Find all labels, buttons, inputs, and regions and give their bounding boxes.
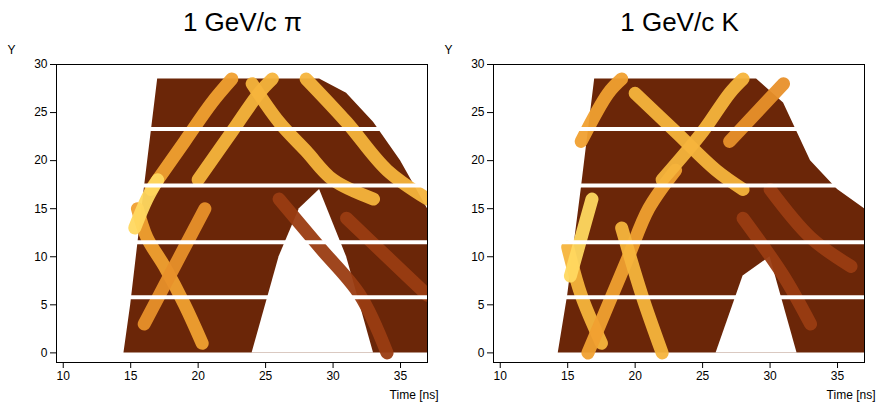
svg-text:30: 30 [471,57,485,71]
svg-text:5: 5 [41,298,48,312]
html-text:1 GeV/c π: 1 GeV/c π [182,7,302,37]
svg-text:30: 30 [326,369,340,383]
svg-text:25: 25 [259,369,273,383]
svg-text:0: 0 [478,346,485,360]
svg-text:35: 35 [394,369,408,383]
svg-text:30: 30 [34,57,48,71]
svg-text:15: 15 [471,202,485,216]
svg-text:15: 15 [124,369,138,383]
svg-text:20: 20 [628,369,642,383]
svg-text:Time [ns]: Time [ns] [390,388,439,402]
svg-text:10: 10 [471,250,485,264]
svg-text:10: 10 [494,369,508,383]
html-text:1 GeV/c K: 1 GeV/c K [620,7,739,37]
svg-text:15: 15 [561,369,575,383]
svg-text:20: 20 [471,153,485,167]
svg-text:25: 25 [696,369,710,383]
svg-text:Y: Y [8,43,16,57]
svg-text:20: 20 [34,153,48,167]
svg-text:35: 35 [831,369,845,383]
svg-text:0: 0 [41,346,48,360]
svg-text:30: 30 [763,369,777,383]
svg-text:10: 10 [57,369,71,383]
svg-text:Time [ns]: Time [ns] [827,388,876,402]
svg-text:5: 5 [478,298,485,312]
svg-text:25: 25 [34,105,48,119]
svg-text:Y: Y [445,43,453,57]
svg-text:15: 15 [34,202,48,216]
svg-text:10: 10 [34,250,48,264]
svg-text:20: 20 [191,369,205,383]
svg-text:25: 25 [471,105,485,119]
